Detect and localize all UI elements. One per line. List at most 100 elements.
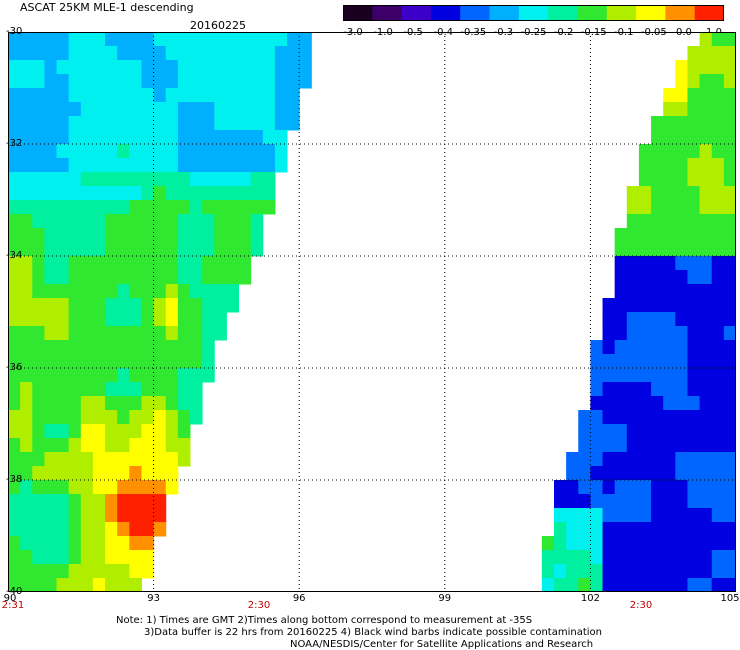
wind-pixel <box>129 214 142 229</box>
wind-pixel <box>105 480 118 495</box>
wind-pixel <box>214 102 227 117</box>
wind-pixel <box>129 340 142 355</box>
wind-pixel <box>262 74 276 89</box>
wind-pixel <box>105 256 118 271</box>
wind-pixel <box>675 74 688 89</box>
wind-pixel <box>626 396 640 411</box>
wind-pixel <box>638 564 652 579</box>
wind-pixel <box>20 424 33 439</box>
wind-pixel <box>214 256 227 271</box>
note-line-3: NOAA/NESDIS/Center for Satellite Applica… <box>290 639 594 650</box>
wind-pixel <box>68 508 82 523</box>
wind-pixel <box>68 522 82 537</box>
wind-pixel <box>687 200 701 215</box>
wind-pixel <box>32 536 45 551</box>
wind-pixel <box>675 60 688 75</box>
wind-pixel <box>626 494 640 509</box>
wind-pixel <box>675 424 688 439</box>
wind-pixel <box>663 88 676 103</box>
wind-pixel <box>177 396 191 411</box>
wind-pixel <box>651 340 664 355</box>
wind-pixel <box>723 284 736 299</box>
wind-pixel <box>626 438 640 453</box>
wind-pixel <box>141 340 155 355</box>
wind-pixel <box>44 228 58 243</box>
wind-pixel <box>711 46 725 61</box>
colorbar-swatch <box>489 5 520 21</box>
wind-pixel <box>687 172 701 187</box>
wind-pixel <box>92 270 106 285</box>
lat-label: -38 <box>6 474 23 485</box>
wind-pixel <box>699 270 713 285</box>
wind-pixel <box>8 88 21 103</box>
wind-pixel <box>626 228 640 243</box>
wind-pixel <box>44 200 58 215</box>
wind-pixel <box>214 46 227 61</box>
wind-pixel <box>44 60 58 75</box>
wind-pixel <box>32 242 45 257</box>
wind-pixel <box>614 228 628 243</box>
wind-pixel <box>80 186 94 201</box>
wind-pixel <box>699 382 713 397</box>
wind-pixel <box>80 354 94 369</box>
wind-pixel <box>675 382 688 397</box>
wind-pixel <box>663 298 676 313</box>
wind-pixel <box>153 312 167 327</box>
wind-pixel <box>129 326 142 341</box>
wind-pixel <box>675 228 688 243</box>
wind-pixel <box>68 340 82 355</box>
wind-pixel <box>68 158 82 173</box>
wind-pixel <box>566 452 579 467</box>
wind-pixel <box>638 494 652 509</box>
wind-pixel <box>675 214 688 229</box>
wind-pixel <box>68 466 82 481</box>
wind-pixel <box>165 480 179 495</box>
wind-pixel <box>32 130 45 145</box>
wind-pixel <box>638 172 652 187</box>
wind-pixel <box>68 116 82 131</box>
wind-pixel <box>20 480 33 495</box>
wind-pixel <box>177 116 191 131</box>
wind-pixel <box>554 522 567 537</box>
wind-pixel <box>190 116 203 131</box>
wind-pixel <box>92 130 106 145</box>
wind-pixel <box>153 172 167 187</box>
wind-pixel <box>165 200 179 215</box>
wind-pixel <box>80 438 94 453</box>
wind-pixel <box>153 368 167 383</box>
wind-pixel <box>141 200 155 215</box>
wind-pixel <box>675 354 688 369</box>
wind-pixel <box>56 130 70 145</box>
wind-pixel <box>105 270 118 285</box>
wind-pixel <box>723 452 736 467</box>
wind-pixel <box>8 438 21 453</box>
wind-pixel <box>129 466 142 481</box>
wind-pixel <box>92 466 106 481</box>
wind-pixel <box>711 438 725 453</box>
wind-pixel <box>56 466 70 481</box>
wind-pixel <box>153 270 167 285</box>
wind-pixel <box>8 284 21 299</box>
wind-pixel <box>117 452 130 467</box>
wind-pixel <box>214 298 227 313</box>
wind-pixel <box>699 32 713 47</box>
colorbar-swatch <box>665 5 696 21</box>
wind-pixel <box>92 284 106 299</box>
wind-pixel <box>68 382 82 397</box>
wind-pixel <box>129 536 142 551</box>
lat-label: -36 <box>6 362 23 373</box>
wind-pixel <box>56 214 70 229</box>
wind-pixel <box>44 368 58 383</box>
wind-pixel <box>32 312 45 327</box>
wind-pixel <box>117 466 130 481</box>
wind-pixel <box>105 46 118 61</box>
wind-pixel <box>129 228 142 243</box>
lon-label: 90 <box>3 593 17 604</box>
wind-pixel <box>214 270 227 285</box>
wind-pixel <box>554 508 567 523</box>
wind-pixel <box>699 396 713 411</box>
wind-pixel <box>92 578 106 592</box>
wind-pixel <box>8 564 21 579</box>
wind-pixel <box>602 550 616 565</box>
wind-pixel <box>651 564 664 579</box>
